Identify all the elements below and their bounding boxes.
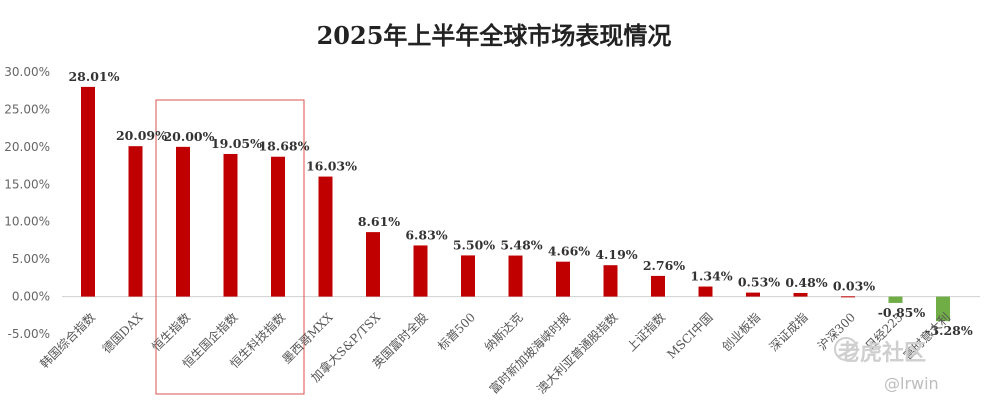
data-label: 5.50% (453, 237, 495, 252)
bar (746, 292, 760, 297)
data-label: 1.34% (690, 269, 732, 284)
data-label: 18.68% (258, 139, 309, 154)
category-label: 纳斯达克 (482, 310, 526, 354)
data-label: 4.19% (595, 247, 637, 262)
category-label: 富时新加坡海峡时报 (486, 310, 573, 397)
bar (508, 255, 523, 297)
data-label: 20.00% (163, 129, 214, 144)
bar (651, 275, 665, 297)
bar (793, 292, 808, 297)
y-tick-label: -5.00% (8, 327, 50, 341)
category-label: MSCI中国 (664, 310, 716, 362)
data-label: 2.76% (643, 258, 685, 273)
tiger-logo-icon (834, 337, 858, 361)
bar (413, 245, 428, 297)
data-label: 19.05% (211, 136, 262, 151)
category-label: 恒生指数 (149, 310, 194, 355)
chart-title: 2025年上半年全球市场表现情况 (316, 21, 672, 50)
bar (698, 286, 713, 297)
data-label: -3.28% (925, 323, 973, 338)
bar (176, 146, 190, 297)
watermark-user: @lrwin (884, 374, 939, 393)
category-label: 澳大利亚普通股指数 (534, 310, 621, 397)
bar (556, 261, 570, 297)
data-label: 6.83% (405, 227, 447, 242)
watermark-brand: 老虎社区 (838, 341, 927, 366)
category-label: 标普500 (435, 310, 478, 353)
bar (271, 156, 285, 297)
category-label: 上证指数 (624, 310, 669, 355)
bar (461, 255, 475, 297)
y-tick-label: 10.00% (4, 215, 50, 229)
data-label: 0.48% (785, 275, 827, 290)
y-tick-label: 5.00% (12, 252, 50, 266)
bar (318, 176, 333, 297)
highlight-box (155, 99, 305, 395)
bar (841, 296, 855, 298)
data-label: 4.66% (548, 244, 590, 259)
data-label: 16.03% (306, 159, 357, 174)
bar (603, 265, 618, 297)
data-label: 5.48% (500, 238, 542, 253)
category-label: 创业板指 (719, 310, 764, 355)
category-label: 深证成指 (766, 310, 811, 355)
bar (936, 296, 950, 322)
category-label: 德国DAX (99, 309, 146, 356)
data-label: 28.01% (68, 69, 119, 84)
y-tick-label: 15.00% (4, 177, 50, 191)
data-label: 8.61% (358, 214, 400, 229)
bar (888, 296, 903, 303)
y-tick-label: 30.00% (4, 65, 50, 79)
data-label: 20.09% (116, 128, 167, 143)
y-tick-label: 20.00% (4, 140, 50, 154)
y-tick-label: 0.00% (12, 290, 50, 304)
bar (223, 153, 238, 297)
data-label: 0.03% (833, 278, 875, 293)
data-label: 0.53% (738, 275, 780, 290)
y-tick-label: 25.00% (4, 102, 50, 116)
data-label: -0.85% (878, 305, 926, 320)
bar (81, 86, 95, 297)
bar (366, 232, 380, 297)
bar (128, 146, 143, 297)
